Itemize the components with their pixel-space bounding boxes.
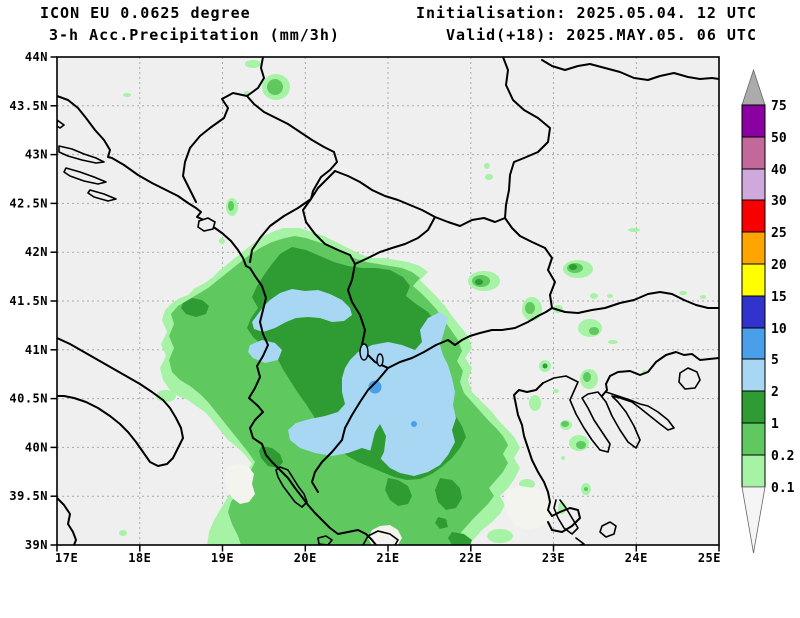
precip-area-medium-blue (368, 380, 417, 427)
border-albania-macedonia-greece (311, 263, 553, 493)
lat-label: 43.5N (9, 99, 48, 113)
axis-ticks (50, 56, 720, 552)
lat-label: 40N (25, 440, 48, 454)
precip-area-light-blue (248, 289, 456, 476)
lon-label: 18E (128, 551, 151, 565)
precip-wedge-dark-green (368, 424, 386, 468)
colorbar-swatch (741, 168, 766, 201)
colorbar-label: 5 (771, 353, 779, 368)
colorbar-swatch (741, 454, 766, 488)
colorbar-label: 75 (771, 99, 787, 114)
border-danube (541, 59, 719, 81)
croatian-islands (57, 119, 117, 202)
colorbar-label: 2 (771, 385, 779, 400)
colorbar-label: 0.2 (771, 449, 794, 464)
lake-ohrid (359, 343, 369, 361)
colorbar-label: 50 (771, 131, 787, 146)
island-corfu (275, 466, 308, 508)
precipitation-shading (119, 60, 706, 545)
island-paxoi (317, 535, 333, 545)
lon-label: 17E (55, 551, 78, 565)
init-time: Initialisation: 2025.05.04. 12 UTC (415, 4, 757, 22)
border-serbia-bulgaria (502, 57, 551, 219)
lat-label: 42N (25, 245, 48, 259)
lat-label: 39.5N (9, 489, 48, 503)
colorbar-label: 20 (771, 258, 787, 273)
lon-label: 22E (459, 551, 482, 565)
colorbar-swatch (741, 422, 766, 456)
coast-lefkada (362, 530, 399, 545)
colorbar-swatch (741, 199, 766, 233)
island-thasos (678, 367, 701, 390)
lat-label: 40.5N (9, 392, 48, 406)
colorbar-label: 1 (771, 417, 779, 432)
precip-gaps (225, 464, 556, 545)
colorbar-label: 15 (771, 290, 787, 305)
lat-label: 41.5N (9, 294, 48, 308)
lat-label: 43N (25, 148, 48, 162)
colorbar-label: 10 (771, 322, 787, 337)
coastlines-and-borders (57, 57, 719, 545)
coastline-ne-aegean (601, 351, 719, 397)
island-skyros (599, 521, 617, 538)
lon-label: 20E (294, 551, 317, 565)
colorbar-label: 30 (771, 194, 787, 209)
coastline-italy-puglia (57, 337, 184, 467)
lake-shkodra (197, 217, 216, 232)
lat-label: 44N (25, 50, 48, 64)
colorbar-swatch (741, 390, 766, 424)
colorbar-underflow-arrow (741, 486, 766, 554)
lat-label: 42.5N (9, 196, 48, 210)
valid-time: Valid(+18): 2025.MAY.05. 06 UTC (446, 26, 757, 44)
lat-label: 41N (25, 343, 48, 357)
model-title: ICON EU 0.0625 degree (40, 4, 251, 22)
colorbar-swatch (741, 136, 766, 170)
lon-label: 25E (698, 551, 721, 565)
latitude-labels: 44N 43.5N 43N 42.5N 42N 41.5N 41N 40.5N … (9, 50, 48, 552)
border-greece-bulgaria (551, 291, 719, 314)
colorbar-legend: 75 50 40 30 25 20 15 10 5 2 1 0.2 0.1 (741, 68, 795, 554)
lon-label: 19E (211, 551, 234, 565)
lon-label: 23E (542, 551, 565, 565)
colorbar-label: 40 (771, 163, 787, 178)
precip-spots-dark-green (181, 264, 577, 545)
lon-label: 21E (376, 551, 399, 565)
longitude-labels: 17E 18E 19E 20E 21E 22E 23E 24E 25E (55, 551, 721, 565)
colorbar-swatch (741, 358, 766, 392)
border-kosovo-serbia-macedonia (334, 170, 506, 265)
coastline-thermaic-gulf (513, 382, 581, 533)
coastline-adriatic (57, 95, 377, 545)
lon-label: 24E (625, 551, 648, 565)
colorbar-label: 0.1 (771, 481, 795, 496)
colorbar-overflow-arrow (741, 68, 766, 106)
coastline-italy-calabria (57, 497, 77, 545)
colorbar-swatch (741, 327, 766, 360)
colorbar-swatch (741, 104, 766, 138)
colorbar-label: 25 (771, 226, 787, 241)
colorbar-swatch (741, 295, 766, 329)
coastline-chalkidiki (542, 375, 675, 453)
border-bulgaria-macedonia (504, 217, 556, 309)
product-title: 3-h Acc.Precipitation (mm/3h) (49, 26, 340, 44)
colorbar-swatch (741, 263, 766, 297)
lat-label: 39N (25, 538, 48, 552)
lake-prespa (376, 353, 384, 367)
colorbar-swatch (741, 231, 766, 265)
border-bosnia-montenegro-serbia (182, 57, 356, 265)
